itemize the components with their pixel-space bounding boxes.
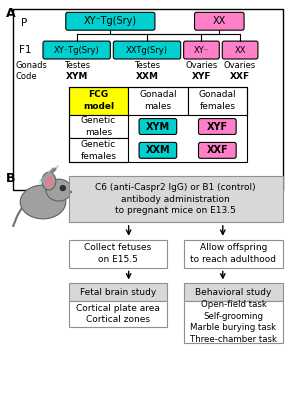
Text: Allow offspring
to reach adulthood: Allow offspring to reach adulthood bbox=[190, 243, 277, 264]
Text: C6 (anti-Caspr2 IgG) or B1 (control)
antibody administration
to pregnant mice on: C6 (anti-Caspr2 IgG) or B1 (control) ant… bbox=[96, 183, 256, 215]
Ellipse shape bbox=[45, 175, 53, 187]
FancyBboxPatch shape bbox=[222, 41, 258, 59]
FancyBboxPatch shape bbox=[43, 41, 110, 59]
Text: Behavioral study: Behavioral study bbox=[195, 288, 272, 297]
Bar bbox=[184, 284, 283, 301]
Text: Gonadal
males: Gonadal males bbox=[139, 90, 177, 111]
Text: F1: F1 bbox=[19, 45, 32, 55]
FancyBboxPatch shape bbox=[139, 118, 177, 134]
Ellipse shape bbox=[20, 185, 66, 219]
Text: XXF: XXF bbox=[230, 72, 250, 81]
Text: XX: XX bbox=[213, 16, 226, 26]
FancyBboxPatch shape bbox=[113, 41, 181, 59]
Text: Open-field task
Self-grooming
Marble burying task
Three-chamber task: Open-field task Self-grooming Marble bur… bbox=[190, 300, 277, 344]
Ellipse shape bbox=[42, 172, 56, 190]
Bar bbox=[69, 87, 247, 162]
Text: Cortical plate area
Cortical zones: Cortical plate area Cortical zones bbox=[76, 304, 160, 324]
Bar bbox=[184, 301, 283, 343]
FancyBboxPatch shape bbox=[198, 142, 236, 158]
Text: Genetic
females: Genetic females bbox=[81, 140, 116, 160]
Text: FCG
model: FCG model bbox=[83, 90, 114, 111]
Text: Gonads: Gonads bbox=[15, 62, 47, 70]
Text: Genetic
males: Genetic males bbox=[81, 116, 116, 137]
Text: P: P bbox=[21, 18, 28, 28]
Bar bbox=[69, 138, 128, 162]
Text: Gonadal
females: Gonadal females bbox=[199, 90, 236, 111]
FancyBboxPatch shape bbox=[139, 142, 177, 158]
Bar bbox=[69, 87, 128, 114]
Ellipse shape bbox=[46, 179, 72, 201]
Bar bbox=[69, 176, 283, 222]
Text: Testes: Testes bbox=[134, 62, 160, 70]
Text: B: B bbox=[6, 172, 16, 185]
FancyBboxPatch shape bbox=[195, 12, 244, 30]
Bar bbox=[184, 240, 283, 268]
Text: XXM: XXM bbox=[135, 72, 159, 81]
Text: Testes: Testes bbox=[64, 62, 90, 70]
Text: XYM: XYM bbox=[146, 122, 170, 132]
Bar bbox=[69, 301, 167, 327]
Text: XY⁻: XY⁻ bbox=[194, 46, 209, 54]
Text: Collect fetuses
on E15.5: Collect fetuses on E15.5 bbox=[84, 243, 151, 264]
Bar bbox=[188, 87, 247, 114]
Bar bbox=[69, 284, 167, 301]
Bar bbox=[69, 114, 128, 138]
Text: XXF: XXF bbox=[207, 145, 228, 155]
Text: XX: XX bbox=[234, 46, 246, 54]
FancyBboxPatch shape bbox=[198, 118, 236, 134]
Circle shape bbox=[60, 186, 65, 190]
Text: XXM: XXM bbox=[146, 145, 170, 155]
Text: XYF: XYF bbox=[192, 72, 211, 81]
Bar bbox=[128, 87, 188, 114]
FancyBboxPatch shape bbox=[66, 12, 155, 30]
Text: XY⁻Tg(Sry): XY⁻Tg(Sry) bbox=[54, 46, 100, 54]
Text: Ovaries: Ovaries bbox=[185, 62, 218, 70]
Text: Fetal brain study: Fetal brain study bbox=[80, 288, 156, 297]
Text: A: A bbox=[6, 7, 16, 20]
Text: Code: Code bbox=[15, 72, 37, 81]
Circle shape bbox=[69, 190, 72, 194]
Bar bbox=[13, 9, 283, 190]
Bar bbox=[69, 240, 167, 268]
FancyBboxPatch shape bbox=[184, 41, 219, 59]
Text: XXTg(Sry): XXTg(Sry) bbox=[126, 46, 168, 54]
Text: XYF: XYF bbox=[207, 122, 228, 132]
Text: Ovaries: Ovaries bbox=[224, 62, 256, 70]
Text: XY⁻Tg(Sry): XY⁻Tg(Sry) bbox=[84, 16, 137, 26]
Text: XYM: XYM bbox=[65, 72, 88, 81]
